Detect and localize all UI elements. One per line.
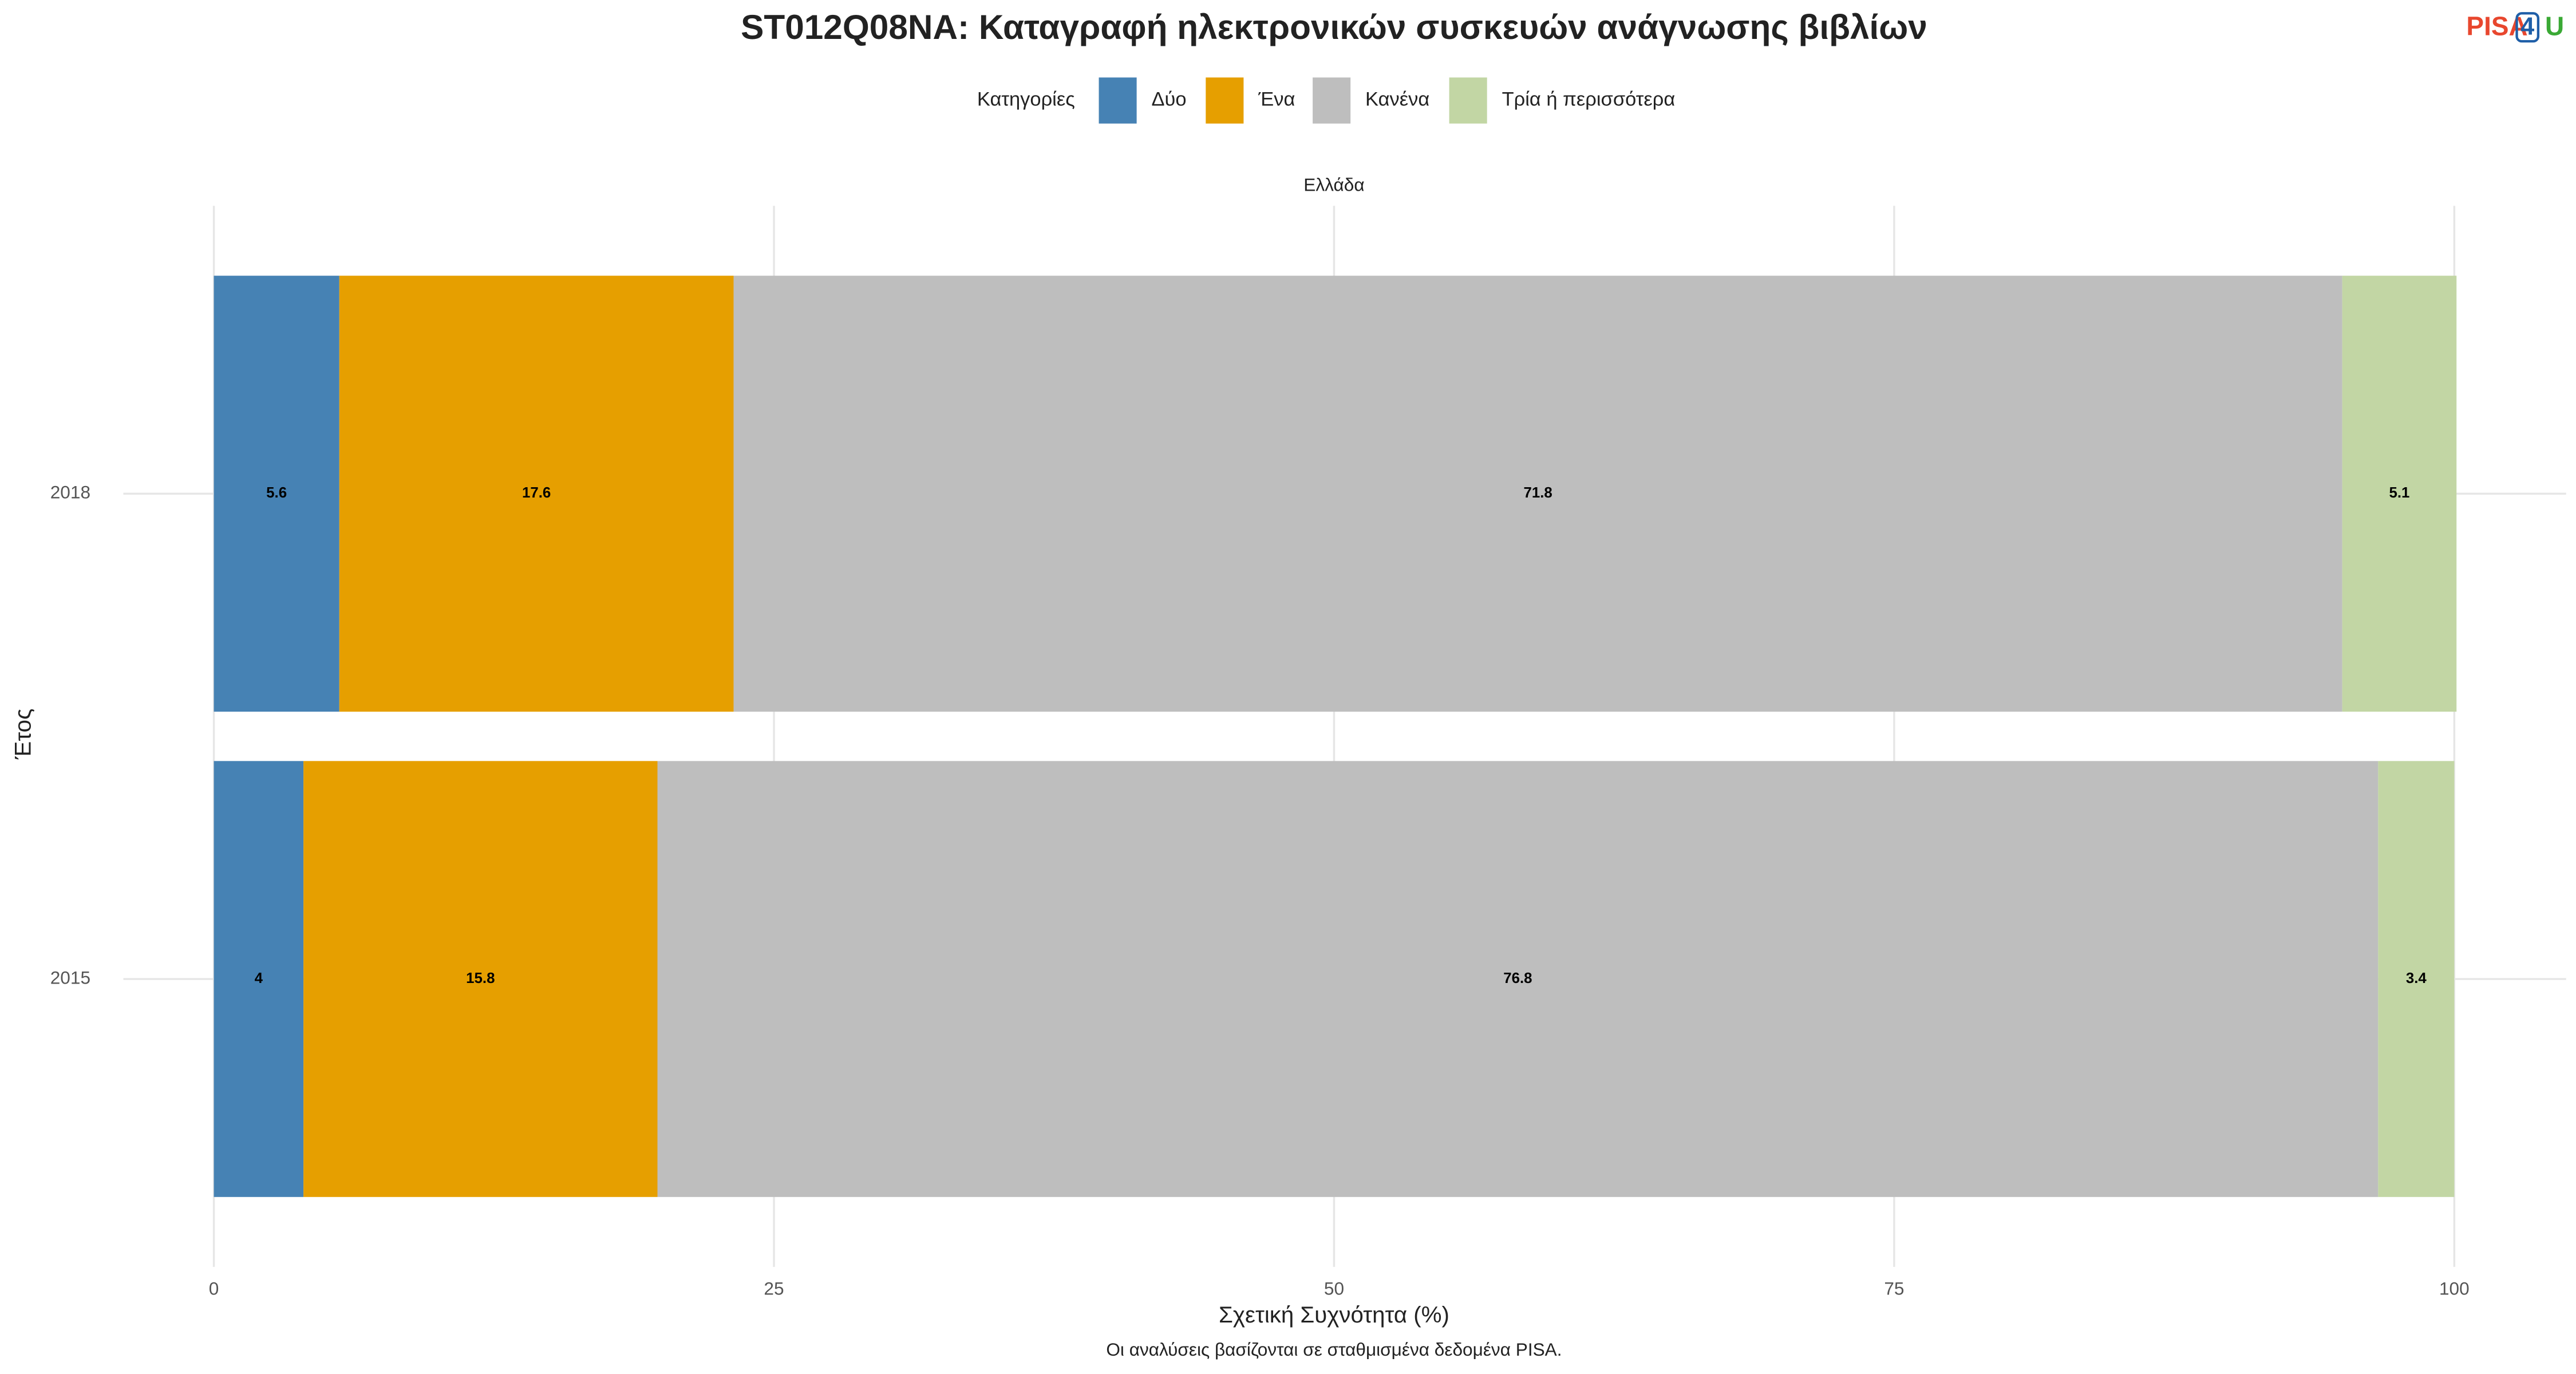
value-label: 5.1 [2389, 485, 2409, 501]
value-label: 17.6 [522, 485, 551, 501]
x-axis-title: Σχετική Συχνότητα (%) [1219, 1302, 1449, 1328]
bar-segment [2378, 761, 2455, 1197]
bar-segment [2342, 275, 2457, 712]
bar-segment [733, 275, 2342, 712]
x-tick-label: 0 [209, 1278, 219, 1299]
logo-box [2515, 12, 2540, 43]
legend-key [1449, 77, 1487, 124]
legend-key [1313, 77, 1351, 124]
legend-label: Δύο [1151, 89, 1186, 110]
legend-key [1206, 77, 1244, 124]
y-tick-label: 2015 [50, 967, 90, 988]
value-label: 5.6 [266, 485, 287, 501]
bar-segment [303, 761, 658, 1197]
bar-segment [339, 275, 734, 712]
value-label: 71.8 [1523, 485, 1552, 501]
logo-text: U [2545, 11, 2564, 41]
legend-label: Κανένα [1365, 89, 1429, 110]
x-tick-label: 25 [764, 1278, 784, 1299]
bar-segment [214, 275, 339, 712]
value-label: 15.8 [466, 970, 495, 986]
caption: Οι αναλύσεις βασίζονται σε σταθμισμένα δ… [1106, 1339, 1562, 1360]
y-axis-title: Έτος [10, 709, 36, 760]
value-label: 3.4 [2406, 970, 2427, 986]
legend-key [1099, 77, 1137, 124]
value-label: 76.8 [1503, 970, 1532, 986]
x-tick-label: 100 [2439, 1278, 2470, 1299]
chart-title: ST012Q08NA: Καταγραφή ηλεκτρονικών συσκε… [741, 7, 1927, 46]
legend-label: Τρία ή περισσότερα [1502, 89, 1676, 110]
value-label: 4 [255, 970, 263, 986]
logo-text: 4 [2520, 13, 2534, 41]
bar-segment [214, 761, 304, 1197]
x-tick-label: 50 [1324, 1278, 1344, 1299]
y-tick-label: 2018 [50, 482, 90, 503]
facet-label: Ελλάδα [1303, 174, 1364, 195]
legend-title: Κατηγορίες [977, 89, 1075, 110]
legend-label: Ένα [1258, 89, 1295, 110]
bar-segment [657, 761, 2379, 1197]
x-tick-label: 75 [1884, 1278, 1904, 1299]
